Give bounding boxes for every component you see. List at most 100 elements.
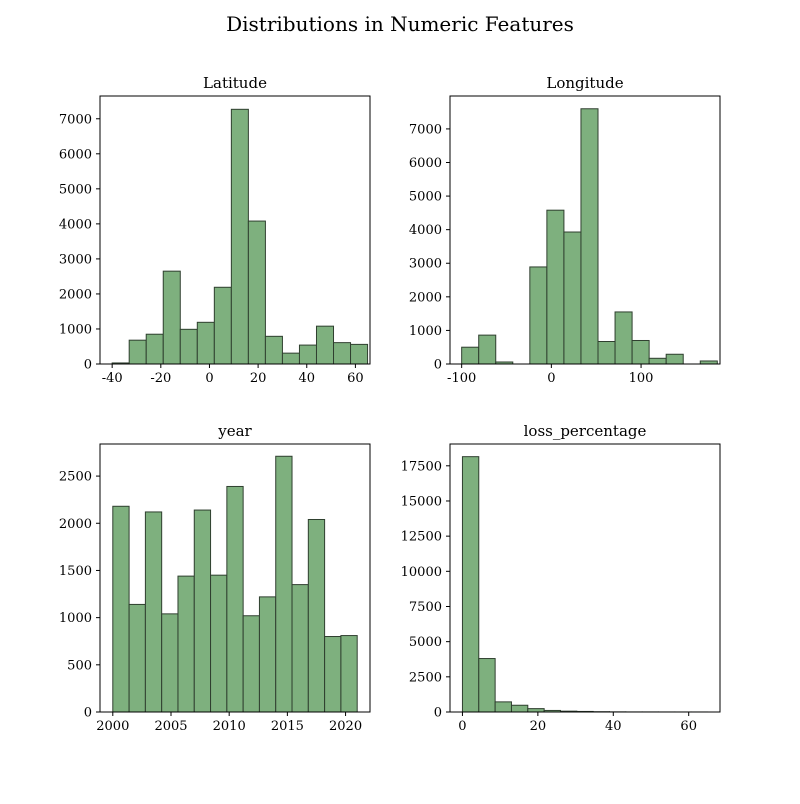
histogram-bar (194, 510, 210, 712)
histogram-bar (163, 271, 180, 364)
histogram-bar (231, 109, 248, 364)
y-tick-label: 0 (434, 706, 442, 721)
histogram-bar (649, 358, 666, 364)
histogram-bar (292, 585, 308, 712)
histogram-bar (227, 486, 243, 712)
histogram-bar (495, 702, 511, 712)
y-tick-label: 4000 (59, 217, 92, 232)
histogram-bar (632, 340, 649, 364)
y-tick-label: 2000 (409, 290, 442, 305)
histogram-bar (113, 506, 129, 712)
histogram-bar (211, 575, 227, 712)
x-tick-label: 2005 (154, 719, 187, 734)
y-tick-label: 1500 (59, 564, 92, 579)
x-tick-label: 2000 (96, 719, 129, 734)
histogram-bar (282, 353, 299, 364)
y-tick-label: 2500 (409, 670, 442, 685)
histogram-bar (146, 334, 163, 364)
histogram-bar (248, 221, 265, 364)
histogram-bar (511, 705, 527, 712)
x-tick-label: 2010 (213, 719, 246, 734)
subplot-title: year (217, 422, 252, 440)
subplot-title: loss_percentage (524, 422, 647, 440)
histogram-bar (265, 336, 282, 364)
histogram-bar (351, 344, 368, 364)
y-tick-label: 6000 (59, 147, 92, 162)
y-tick-label: 5000 (409, 190, 442, 205)
histogram-bar (259, 597, 275, 712)
y-tick-label: 0 (84, 706, 92, 721)
y-tick-label: 7500 (409, 600, 442, 615)
y-tick-label: 1000 (59, 322, 92, 337)
histogram-bar (479, 659, 495, 712)
x-tick-label: 20 (530, 719, 547, 734)
y-tick-label: 6000 (409, 156, 442, 171)
y-tick-label: 4000 (409, 223, 442, 238)
y-tick-label: 2500 (59, 470, 92, 485)
y-tick-label: 2000 (59, 517, 92, 532)
y-tick-label: 2000 (59, 287, 92, 302)
x-tick-label: 40 (605, 719, 622, 734)
y-tick-label: 10000 (401, 565, 442, 580)
x-tick-label: 0 (458, 719, 466, 734)
x-tick-label: 0 (547, 371, 555, 386)
x-tick-label: 2020 (329, 719, 362, 734)
histogram-bar (462, 457, 478, 712)
histogram-bar (243, 616, 259, 712)
histogram-bar (341, 636, 357, 712)
y-tick-label: 3000 (59, 252, 92, 267)
y-tick-label: 1000 (59, 611, 92, 626)
histogram-bar (462, 347, 479, 364)
histogram-bar (178, 576, 194, 712)
histogram-bar (564, 232, 581, 364)
x-tick-label: 20 (250, 371, 267, 386)
histogram-bar (598, 341, 615, 364)
histogram-bar (316, 326, 333, 364)
histogram-bar (615, 312, 632, 364)
histogram-bar (145, 512, 161, 712)
x-tick-label: 100 (629, 371, 654, 386)
subplot-title: Longitude (546, 74, 623, 92)
histogram-bar (129, 340, 146, 364)
x-tick-label: -100 (447, 371, 476, 386)
x-tick-label: -20 (150, 371, 171, 386)
x-tick-label: -40 (102, 371, 123, 386)
histogram-bar (308, 519, 324, 712)
histogram-bar (276, 456, 292, 712)
histogram-bar (581, 109, 598, 364)
y-tick-label: 1000 (409, 324, 442, 339)
histogram-bar (180, 329, 197, 364)
histogram-bar (299, 345, 316, 364)
histogram-bar (666, 354, 683, 364)
y-tick-label: 12500 (401, 530, 442, 545)
y-tick-label: 5000 (59, 182, 92, 197)
y-tick-label: 500 (67, 658, 92, 673)
histogram-bar (162, 614, 178, 712)
histogram-bar (479, 335, 496, 364)
figure-title: Distributions in Numeric Features (0, 12, 800, 36)
x-tick-label: 60 (680, 719, 697, 734)
histogram-bar (547, 210, 564, 364)
histogram-bar (334, 343, 351, 364)
y-tick-label: 17500 (401, 459, 442, 474)
subplot-title: Latitude (203, 74, 267, 92)
histogram-bar (528, 709, 544, 712)
y-tick-label: 7000 (59, 112, 92, 127)
histogram-bar (530, 267, 547, 364)
histogram-bar (325, 637, 341, 712)
y-tick-label: 0 (84, 358, 92, 373)
y-tick-label: 7000 (409, 122, 442, 137)
y-tick-label: 3000 (409, 257, 442, 272)
x-tick-label: 0 (205, 371, 213, 386)
histogram-bar (214, 287, 231, 364)
histogram-bar (129, 604, 145, 712)
x-tick-label: 40 (298, 371, 315, 386)
y-tick-label: 0 (434, 358, 442, 373)
y-tick-label: 5000 (409, 635, 442, 650)
